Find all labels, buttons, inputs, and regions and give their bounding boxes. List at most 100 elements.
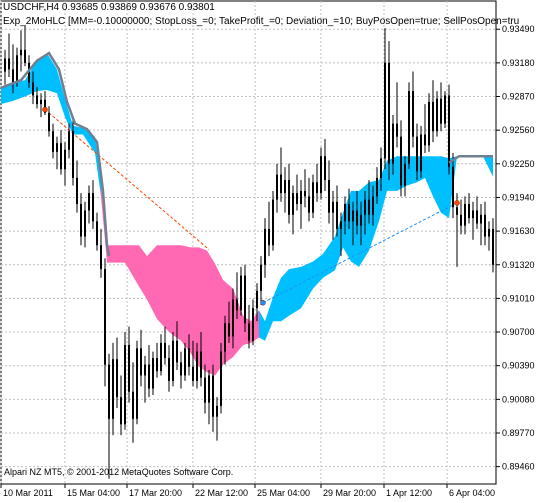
- ma-line-path: [0, 51, 111, 257]
- candle-body: [124, 345, 126, 425]
- candle-body: [256, 290, 258, 309]
- candle-body: [312, 182, 314, 213]
- candle-body: [288, 180, 290, 215]
- candle-body: [224, 323, 226, 352]
- bull-cloud-segment: [273, 277, 281, 322]
- price-label: 0.91320: [502, 260, 535, 270]
- candle-body: [340, 221, 342, 229]
- candle-body: [116, 359, 118, 398]
- candle-body: [192, 366, 194, 381]
- candle-body: [88, 193, 90, 211]
- candle-body: [372, 196, 374, 215]
- candle-body: [36, 95, 38, 105]
- candle-body: [204, 377, 206, 403]
- candle-body: [176, 340, 178, 363]
- candle-body: [304, 190, 306, 197]
- bull-cloud-segment: [313, 253, 323, 289]
- candle-body: [248, 323, 250, 341]
- candle-body: [308, 196, 310, 213]
- candle-body: [432, 101, 434, 132]
- candle-body: [152, 358, 154, 389]
- candle-body: [400, 136, 402, 186]
- bear-cloud-segment: [157, 245, 169, 332]
- bull-cloud-segment: [95, 136, 101, 197]
- bull-cloud-segment: [259, 310, 265, 341]
- candle-body: [448, 95, 450, 168]
- plot-frame: [0, 0, 497, 485]
- price-label: 0.90700: [502, 327, 535, 337]
- bull-cloud-segment: [47, 53, 57, 94]
- candle-body: [144, 364, 146, 376]
- candle-body: [120, 397, 122, 425]
- candle-body: [20, 49, 22, 56]
- candle-body: [68, 131, 70, 150]
- candle-body: [156, 358, 158, 372]
- bull-cloud-segment: [37, 53, 47, 92]
- candle-body: [452, 167, 454, 208]
- candle-body: [388, 62, 390, 164]
- candle-body: [416, 136, 418, 172]
- candle-body: [376, 177, 378, 197]
- candle-body: [264, 228, 266, 265]
- time-label: 6 Apr 04:00: [449, 488, 495, 498]
- candle-body: [228, 323, 230, 337]
- bull-cloud-segment: [483, 156, 493, 177]
- candle-body: [412, 91, 414, 137]
- bull-cloud-segment: [301, 261, 313, 309]
- candle-body: [284, 180, 286, 194]
- candle-body: [148, 364, 150, 389]
- candle-body: [136, 348, 138, 419]
- price-label: 0.90390: [502, 361, 535, 371]
- candle-body: [344, 203, 346, 222]
- candle-body: [112, 359, 114, 419]
- candle-body: [468, 203, 470, 219]
- candle-body: [420, 134, 422, 172]
- candle-body: [132, 391, 134, 419]
- time-label: 10 Mar 2011: [3, 488, 53, 498]
- candle-body: [208, 375, 210, 403]
- bull-cloud-segment: [65, 98, 73, 135]
- candle-body: [8, 58, 10, 70]
- bear-cloud-segment: [181, 245, 191, 354]
- candle-body: [172, 340, 174, 381]
- candle-body: [368, 199, 370, 215]
- candle-body: [396, 123, 398, 137]
- candle-body: [296, 193, 298, 204]
- candle-body: [316, 182, 318, 194]
- trade-marker: [42, 106, 48, 113]
- candle-body: [76, 177, 78, 204]
- bear-cloud-segment: [191, 247, 199, 367]
- candle-body: [380, 158, 382, 178]
- candle-body: [32, 82, 34, 96]
- time-label: 15 Mar 04:00: [67, 488, 120, 498]
- candle-body: [232, 299, 234, 337]
- copyright-text: Alpari NZ MT5, © 2001-2012 MetaQuotes So…: [4, 467, 234, 477]
- bear-cloud-segment: [107, 245, 125, 263]
- price-label: 0.91010: [502, 293, 535, 303]
- candle-body: [268, 228, 270, 246]
- indicator-params: Exp_2MoHLC [MM=-0.10000000; StopLoss_=0;…: [3, 16, 520, 27]
- price-label: 0.90080: [502, 394, 535, 404]
- bear-cloud-segment: [147, 245, 157, 319]
- candle-body: [244, 275, 246, 324]
- candle-body: [180, 362, 182, 376]
- candle-body: [84, 210, 86, 237]
- trade-markers: [42, 106, 460, 306]
- symbol-info: USDCHF,H4 0.93685 0.93869 0.93676 0.9380…: [3, 2, 215, 13]
- candle-body: [384, 62, 386, 159]
- candle-body: [220, 351, 222, 406]
- price-axis: 0.93490 0.93180 0.92870 0.92560 0.92250 0.919…: [496, 24, 535, 472]
- price-label: 0.93490: [502, 24, 535, 34]
- candle-body: [168, 358, 170, 381]
- candle-body: [476, 210, 478, 224]
- candle-body: [164, 342, 166, 359]
- price-label: 0.91630: [502, 226, 535, 236]
- candle-body: [236, 299, 238, 311]
- candle-body: [80, 203, 82, 237]
- candle-body: [184, 348, 186, 376]
- candle-body: [428, 101, 430, 146]
- price-label: 0.92250: [502, 159, 535, 169]
- candle-body: [52, 131, 54, 152]
- candle-body: [324, 156, 326, 181]
